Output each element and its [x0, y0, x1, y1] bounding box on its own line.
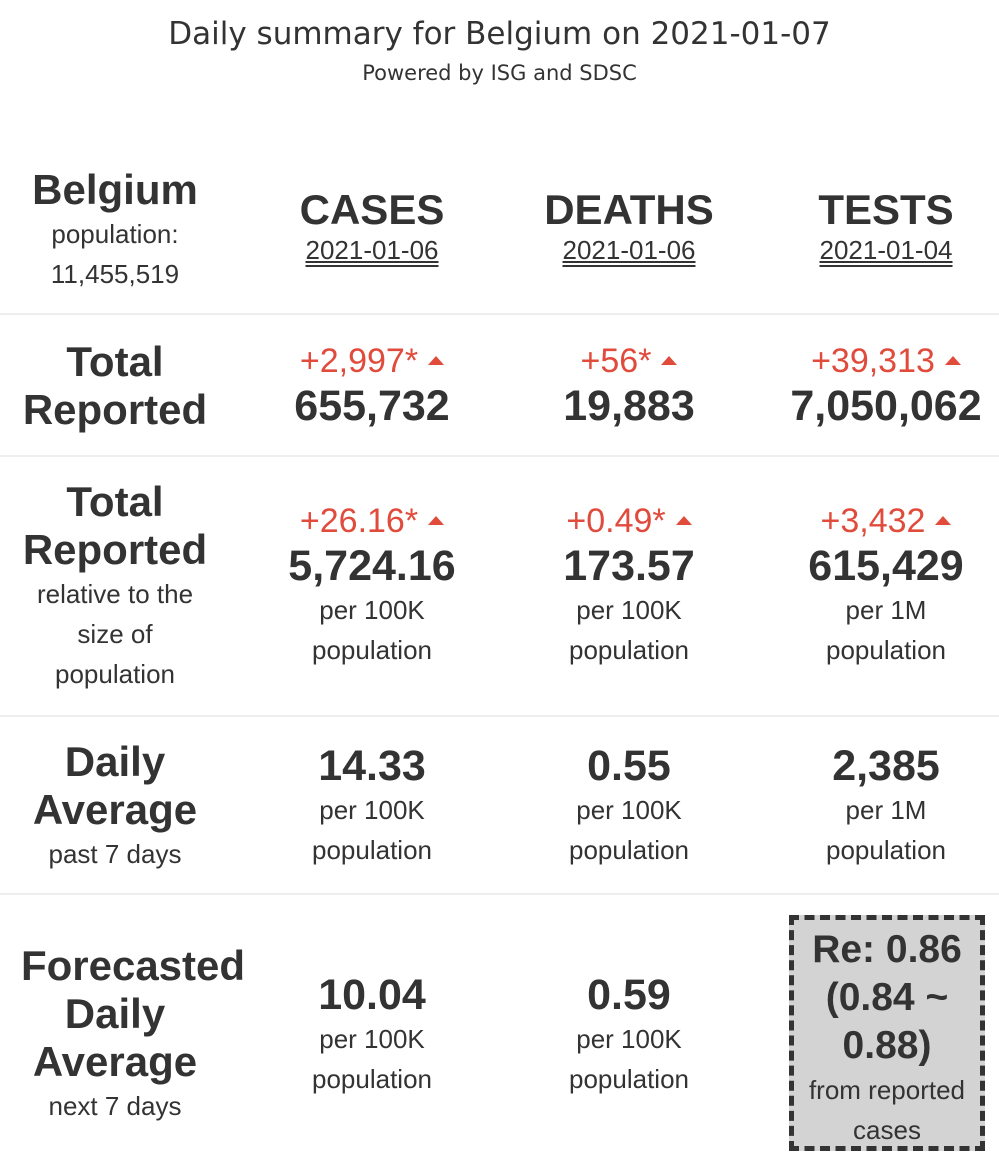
cases-daily-average: 14.33 per 100K population — [244, 742, 500, 870]
country-name: Belgium — [32, 166, 198, 213]
unit-line: population — [312, 635, 432, 665]
unit-line: population — [312, 835, 432, 865]
deaths-date-link[interactable]: 2021-01-06 — [562, 235, 696, 265]
re-value: Re: 0.86 — [812, 928, 962, 971]
unit-line: per 100K — [576, 795, 682, 825]
deaths-header: DEATHS 2021-01-06 — [501, 186, 757, 266]
total-value: 7,050,062 — [790, 382, 982, 430]
label-sub: size of — [77, 619, 153, 649]
up-triangle-icon — [675, 515, 692, 525]
delta-value: +2,997* — [244, 340, 500, 382]
re-source: from reported — [808, 1075, 966, 1105]
country-cell: Belgium population: 11,455,519 — [0, 166, 230, 294]
label-sub: next 7 days — [48, 1091, 182, 1121]
label-line: Forecasted — [20, 942, 246, 989]
tests-date-link[interactable]: 2021-01-04 — [819, 235, 953, 265]
forecast-value: 10.04 — [318, 971, 426, 1019]
unit-line: per 100K — [576, 1024, 682, 1054]
divider — [0, 313, 999, 315]
unit-line: per 1M — [845, 795, 927, 825]
relative-value: 5,724.16 — [288, 542, 456, 590]
delta-value: +56* — [501, 340, 757, 382]
forecast-value: 0.59 — [587, 971, 671, 1019]
tests-total: +39,313 7,050,062 — [758, 340, 999, 430]
tests-relative: +3,432 615,429 per 1M population — [758, 500, 999, 670]
re-interval: 0.88) — [842, 1024, 932, 1067]
unit-line: population — [569, 835, 689, 865]
relative-value: 173.57 — [563, 542, 695, 590]
unit-line: population — [569, 1064, 689, 1094]
divider — [0, 893, 999, 895]
total-value: 19,883 — [563, 382, 695, 430]
page-subtitle: Powered by ISG and SDSC — [362, 61, 637, 85]
average-value: 2,385 — [832, 742, 940, 790]
total-value: 655,732 — [294, 382, 450, 430]
delta-value: +3,432 — [758, 500, 999, 542]
label-line: Total — [66, 478, 164, 525]
total-reported-label: Total Reported — [0, 338, 230, 434]
cases-date-link[interactable]: 2021-01-06 — [305, 235, 439, 265]
unit-line: per 100K — [319, 1024, 425, 1054]
cases-header: CASES 2021-01-06 — [244, 186, 500, 266]
deaths-relative: +0.49* 173.57 per 100K population — [501, 500, 757, 670]
relative-value: 615,429 — [808, 542, 964, 590]
divider — [0, 455, 999, 457]
label-line: Reported — [22, 386, 208, 433]
unit-line: population — [312, 1064, 432, 1094]
average-value: 0.55 — [587, 742, 671, 790]
tests-daily-average: 2,385 per 1M population — [758, 742, 999, 870]
population-value: 11,455,519 — [50, 259, 180, 289]
up-triangle-icon — [661, 355, 678, 365]
label-line: Reported — [22, 526, 208, 573]
unit-line: population — [826, 835, 946, 865]
label-sub: past 7 days — [48, 839, 182, 869]
reproduction-number-box: Re: 0.86 (0.84 ~ 0.88) from reported cas… — [789, 915, 985, 1151]
cases-title: CASES — [299, 186, 445, 233]
deaths-forecast: 0.59 per 100K population — [501, 971, 757, 1099]
unit-line: per 1M — [845, 595, 927, 625]
up-triangle-icon — [944, 355, 961, 365]
cases-total: +2,997* 655,732 — [244, 340, 500, 430]
page-title: Daily summary for Belgium on 2021-01-07 — [168, 16, 831, 52]
average-value: 14.33 — [318, 742, 426, 790]
delta-value: +26.16* — [244, 500, 500, 542]
unit-line: per 100K — [319, 795, 425, 825]
tests-header: TESTS 2021-01-04 — [758, 186, 999, 266]
unit-line: population — [826, 635, 946, 665]
label-line: Daily — [64, 738, 166, 785]
up-triangle-icon — [428, 355, 445, 365]
label-line: Average — [32, 1038, 198, 1085]
deaths-total: +56* 19,883 — [501, 340, 757, 430]
deaths-title: DEATHS — [544, 186, 714, 233]
label-line: Total — [66, 338, 164, 385]
up-triangle-icon — [428, 515, 445, 525]
unit-line: population — [569, 635, 689, 665]
label-line: Daily — [64, 990, 166, 1037]
re-source: cases — [853, 1115, 921, 1145]
re-interval: (0.84 ~ — [825, 976, 949, 1019]
unit-line: per 100K — [319, 595, 425, 625]
label-sub: relative to the — [36, 579, 194, 609]
label-line: Average — [32, 786, 198, 833]
daily-average-label: Daily Average past 7 days — [0, 738, 230, 874]
delta-value: +39,313 — [758, 340, 999, 382]
deaths-daily-average: 0.55 per 100K population — [501, 742, 757, 870]
forecast-label: Forecasted Daily Average next 7 days — [0, 942, 266, 1126]
divider — [0, 715, 999, 717]
cases-relative: +26.16* 5,724.16 per 100K population — [244, 500, 500, 670]
cases-forecast: 10.04 per 100K population — [244, 971, 500, 1099]
label-sub: population — [55, 659, 175, 689]
unit-line: per 100K — [576, 595, 682, 625]
up-triangle-icon — [935, 515, 952, 525]
population-label: population: — [51, 219, 179, 249]
relative-label: Total Reported relative to the size of p… — [0, 478, 230, 694]
delta-value: +0.49* — [501, 500, 757, 542]
tests-title: TESTS — [818, 186, 954, 233]
